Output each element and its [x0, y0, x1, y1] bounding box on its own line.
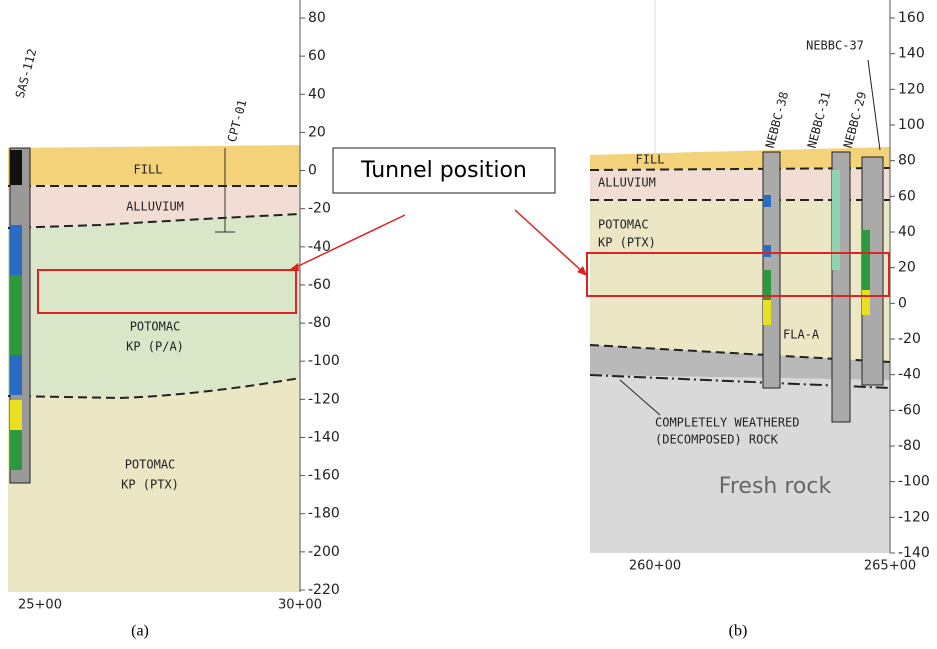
layer-label: FILL — [134, 163, 163, 177]
y-tick-label: -20 — [898, 331, 921, 347]
y-tick-label: 140 — [898, 46, 925, 62]
y-tick-label: 20 — [308, 124, 326, 140]
y-tick-label: -60 — [898, 402, 921, 418]
log-segment — [10, 150, 22, 185]
caption: (a) — [131, 623, 149, 640]
y-tick-label: -180 — [308, 506, 340, 522]
y-tick-label: 80 — [308, 10, 326, 26]
station-label: 30+00 — [278, 598, 322, 613]
y-tick-label: 60 — [308, 48, 326, 64]
y-tick-label: 80 — [898, 153, 916, 169]
layer-label: ALLUVIUM — [126, 200, 184, 214]
station-label: 25+00 — [18, 598, 62, 613]
y-tick-label: 100 — [898, 117, 925, 133]
y-tick-label: -140 — [898, 545, 930, 561]
y-tick-label: 20 — [898, 260, 916, 276]
y-tick-label: 120 — [898, 81, 925, 97]
y-tick-label: -100 — [308, 353, 340, 369]
pa-layer — [8, 214, 300, 398]
log-segment — [10, 430, 22, 470]
y-tick-label: -160 — [308, 468, 340, 484]
y-tick-label: -20 — [308, 201, 331, 217]
log-segment — [763, 245, 771, 257]
y-tick-label: -80 — [308, 315, 331, 331]
layer-label: KP (PTX) — [598, 236, 656, 250]
layer-label: ALLUVIUM — [598, 176, 656, 190]
y-tick-label: -40 — [898, 367, 921, 383]
log-segment — [763, 195, 771, 207]
station-label: 260+00 — [629, 559, 681, 574]
layer-label: KP (PTX) — [121, 478, 179, 492]
borehole-label: NEBBC-37 — [806, 39, 864, 53]
log-segment — [832, 170, 840, 270]
y-tick-label: -100 — [898, 474, 930, 490]
figure: FILL ALLUVIUM POTOMAC KP (P/A) POTOMAC K… — [0, 0, 937, 645]
y-tick-label: 60 — [898, 188, 916, 204]
log-segment — [10, 355, 22, 395]
log-segment — [862, 230, 870, 290]
layer-label: POTOMAC — [125, 458, 176, 472]
panel-a: FILL ALLUVIUM POTOMAC KP (P/A) POTOMAC K… — [8, 0, 322, 640]
y-tick-label: -60 — [308, 277, 331, 293]
y-tick-label: 0 — [898, 295, 907, 311]
y-tick-label: -80 — [898, 438, 921, 454]
note: FLA-A — [783, 328, 820, 342]
log-segment — [763, 300, 771, 325]
log-segment — [10, 225, 22, 275]
caption: (b) — [729, 623, 748, 640]
y-tick-label: -120 — [898, 509, 930, 525]
note: Fresh rock — [719, 474, 832, 499]
y-tick-label: 40 — [898, 224, 916, 240]
callout: Tunnel position — [360, 158, 527, 183]
y-tick-label: -40 — [308, 239, 331, 255]
layer-label: FILL — [636, 153, 665, 167]
layer-label: KP (P/A) — [126, 340, 184, 354]
arrow — [515, 210, 585, 274]
log-segment — [10, 275, 22, 355]
layer-label: POTOMAC — [598, 218, 649, 232]
note: COMPLETELY WEATHERED — [655, 416, 800, 430]
y-tick-label: 0 — [308, 163, 317, 179]
y-tick-label: -140 — [308, 429, 340, 445]
y-tick-label: 160 — [898, 10, 925, 26]
note: (DECOMPOSED) ROCK — [655, 433, 779, 447]
y-tick-label: -220 — [308, 582, 340, 598]
y-tick-label: -120 — [308, 391, 340, 407]
panel-b: FILL ALLUVIUM POTOMAC KP (PTX) NEBBC-38 … — [587, 0, 916, 640]
log-segment — [10, 400, 22, 430]
y-tick-label: -200 — [308, 544, 340, 560]
log-segment — [862, 290, 870, 315]
y-tick-label: 40 — [308, 86, 326, 102]
layer-label: POTOMAC — [130, 320, 181, 334]
